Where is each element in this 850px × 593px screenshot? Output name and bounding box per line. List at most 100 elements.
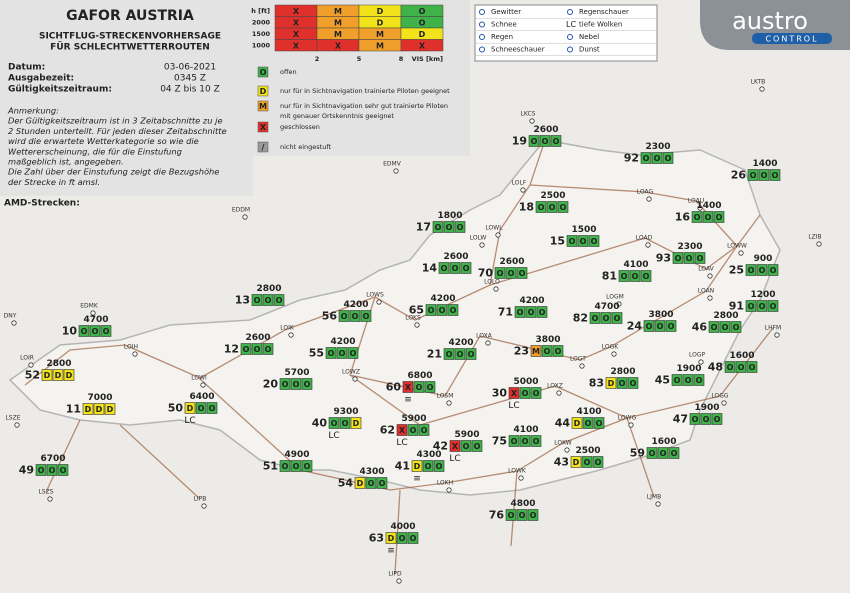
route-status-code: O: [457, 223, 464, 232]
route-status-code: O: [522, 437, 529, 446]
route-status-code: O: [282, 380, 289, 389]
route-status-code: O: [304, 462, 311, 471]
route-status-code: O: [711, 323, 718, 332]
chart-row-label: 1500: [252, 30, 271, 38]
route-altitude: 2500: [575, 446, 600, 456]
route-status-code: D: [96, 405, 103, 414]
weather-icon: [567, 34, 573, 40]
route-status-box: [745, 300, 757, 312]
route-status-box: [668, 447, 680, 459]
chart-cell-code: O: [419, 7, 426, 16]
route-status-box: [41, 369, 53, 381]
route-status-code: O: [428, 306, 435, 315]
note-line: Anmerkung:: [7, 106, 59, 116]
route-status-code: O: [254, 296, 261, 305]
route-status-code: D: [388, 534, 395, 543]
route-altitude: 3800: [535, 335, 560, 345]
route-status-box: [756, 264, 768, 276]
route-altitude: 3800: [648, 310, 673, 320]
route-status-code: O: [425, 462, 432, 471]
route-status-code: O: [328, 349, 335, 358]
route-number: 41: [395, 460, 410, 473]
chart-cell-code: X: [419, 41, 426, 50]
route-status-code: O: [421, 426, 428, 435]
route-status-code: O: [522, 389, 529, 398]
route-status-code: O: [657, 322, 664, 331]
route-status-box: [402, 381, 414, 393]
route-status-box: [93, 403, 105, 415]
route-status-box: [350, 417, 362, 429]
weather-icon: [479, 46, 485, 53]
airport-label: LOIK: [280, 325, 295, 332]
chart-x-label: 8: [399, 55, 404, 63]
route-status-code: O: [560, 203, 567, 212]
route-altitude: 6800: [407, 371, 432, 381]
route-altitude: 4300: [359, 467, 384, 477]
route-status-box: [301, 460, 313, 472]
airport-label: LOWL: [485, 225, 503, 232]
route-status-box: [89, 325, 101, 337]
airport-label: LOKW: [554, 440, 572, 447]
airport-dot: [132, 351, 138, 357]
route-altitude: 4900: [284, 450, 309, 460]
route-status-code: D: [573, 458, 580, 467]
route-status-box: [671, 374, 683, 386]
route-altitude: 2800: [610, 367, 635, 377]
route-status-code: O: [519, 511, 526, 520]
route-status-code: D: [414, 462, 421, 471]
route-status-code: O: [621, 272, 628, 281]
airport-label: LOLO: [484, 279, 500, 286]
route-number: 75: [492, 435, 507, 448]
route-status-code: O: [103, 327, 110, 336]
route-status-code: O: [38, 466, 45, 475]
route-status-code: O: [643, 154, 650, 163]
route-status-code: O: [530, 511, 537, 520]
route-altitude: 6700: [40, 454, 65, 464]
route-status-code: O: [749, 363, 756, 372]
route-status-code: O: [614, 314, 621, 323]
weather-icon: [479, 34, 485, 40]
route-status-box: [376, 477, 388, 489]
airport-label: LZIB: [808, 234, 821, 241]
route-status-box: [262, 343, 274, 355]
route-altitude: 2300: [645, 142, 670, 152]
route-number: 60: [386, 381, 402, 394]
route-number: 45: [655, 374, 670, 387]
airport-dot: [414, 322, 420, 328]
route-altitude: 1500: [571, 225, 596, 235]
route-status-code: O: [497, 269, 504, 278]
route-status-box: [769, 169, 781, 181]
route-status-code: O: [416, 383, 423, 392]
weather-label: Dunst: [579, 46, 600, 54]
category-text: mit genauer Ortskenntnis geeignet: [280, 112, 394, 120]
route-status-code: D: [107, 405, 114, 414]
route-altitude: 5000: [513, 377, 538, 387]
route-status-code: O: [544, 347, 551, 356]
airport-dot: [11, 320, 17, 326]
route-status-code: O: [685, 376, 692, 385]
route-status-code: O: [363, 312, 370, 321]
weather-label: Nebel: [579, 33, 599, 41]
route-number: 13: [235, 294, 250, 307]
chart-x-label: 2: [315, 55, 320, 63]
weather-icon: [567, 9, 573, 15]
route-altitude: 4200: [448, 338, 473, 348]
info-label: Datum:: [8, 63, 45, 73]
weather-legend-box: [474, 4, 658, 62]
route-status-box: [425, 304, 437, 316]
airport-label: LHFM: [765, 325, 781, 332]
route-status-box: [713, 211, 725, 223]
route-status-box: [104, 403, 116, 415]
route-status-code: O: [463, 442, 470, 451]
route-status-code: O: [674, 376, 681, 385]
route-status-box: [460, 440, 472, 452]
category-text: nicht eingestuft: [280, 143, 332, 151]
route-status-box: [546, 201, 558, 213]
route-status-code: O: [649, 449, 656, 458]
airport-dot: [707, 273, 713, 279]
route-status-code: M: [532, 347, 540, 356]
route-weather: LC: [449, 454, 460, 464]
route-status-code: O: [446, 223, 453, 232]
route-number: 16: [675, 211, 691, 224]
route-number: 93: [656, 252, 671, 265]
